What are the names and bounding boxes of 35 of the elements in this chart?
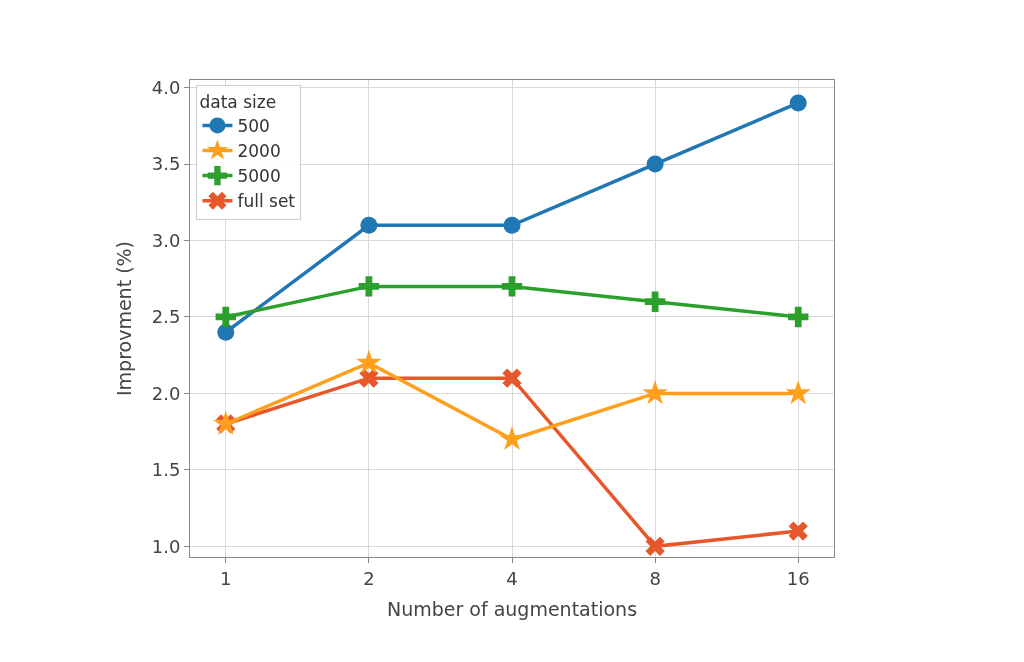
y-tick-label: 2.0 [151, 382, 181, 404]
point [644, 291, 666, 312]
y-tick-label: 3.5 [151, 153, 181, 175]
x-tick-label: 4 [506, 567, 518, 589]
y-tick-label: 4.0 [151, 76, 181, 98]
y-tick-label: 1.0 [151, 535, 181, 557]
legend-label: 500 [237, 116, 270, 137]
point [788, 306, 809, 328]
legend-label: 2000 [237, 141, 281, 162]
point [360, 216, 378, 234]
x-axis-title: Number of augmentations [386, 598, 638, 621]
x-tick-label: 1 [220, 567, 232, 589]
y-tick-label: 1.5 [151, 459, 181, 481]
point [359, 368, 379, 388]
point [215, 306, 236, 328]
point [358, 276, 380, 297]
point [503, 216, 521, 234]
x-tick-label: 8 [649, 567, 661, 589]
point [646, 155, 664, 173]
y-tick-label: 2.5 [151, 306, 181, 328]
y-tick-label: 3.0 [151, 229, 181, 251]
point [785, 380, 811, 405]
legend-title: data size [199, 91, 277, 112]
point [645, 536, 665, 556]
legend-label: 5000 [237, 166, 281, 187]
x-tick-label: 2 [363, 567, 375, 589]
x-tick-label: 16 [786, 567, 810, 589]
point [502, 368, 522, 388]
legend-label: full set [237, 191, 296, 212]
y-axis-title: Improvment (%) [112, 240, 135, 397]
point [788, 521, 808, 541]
point [789, 94, 807, 112]
point [356, 349, 382, 374]
point [642, 380, 668, 405]
point [501, 276, 523, 297]
